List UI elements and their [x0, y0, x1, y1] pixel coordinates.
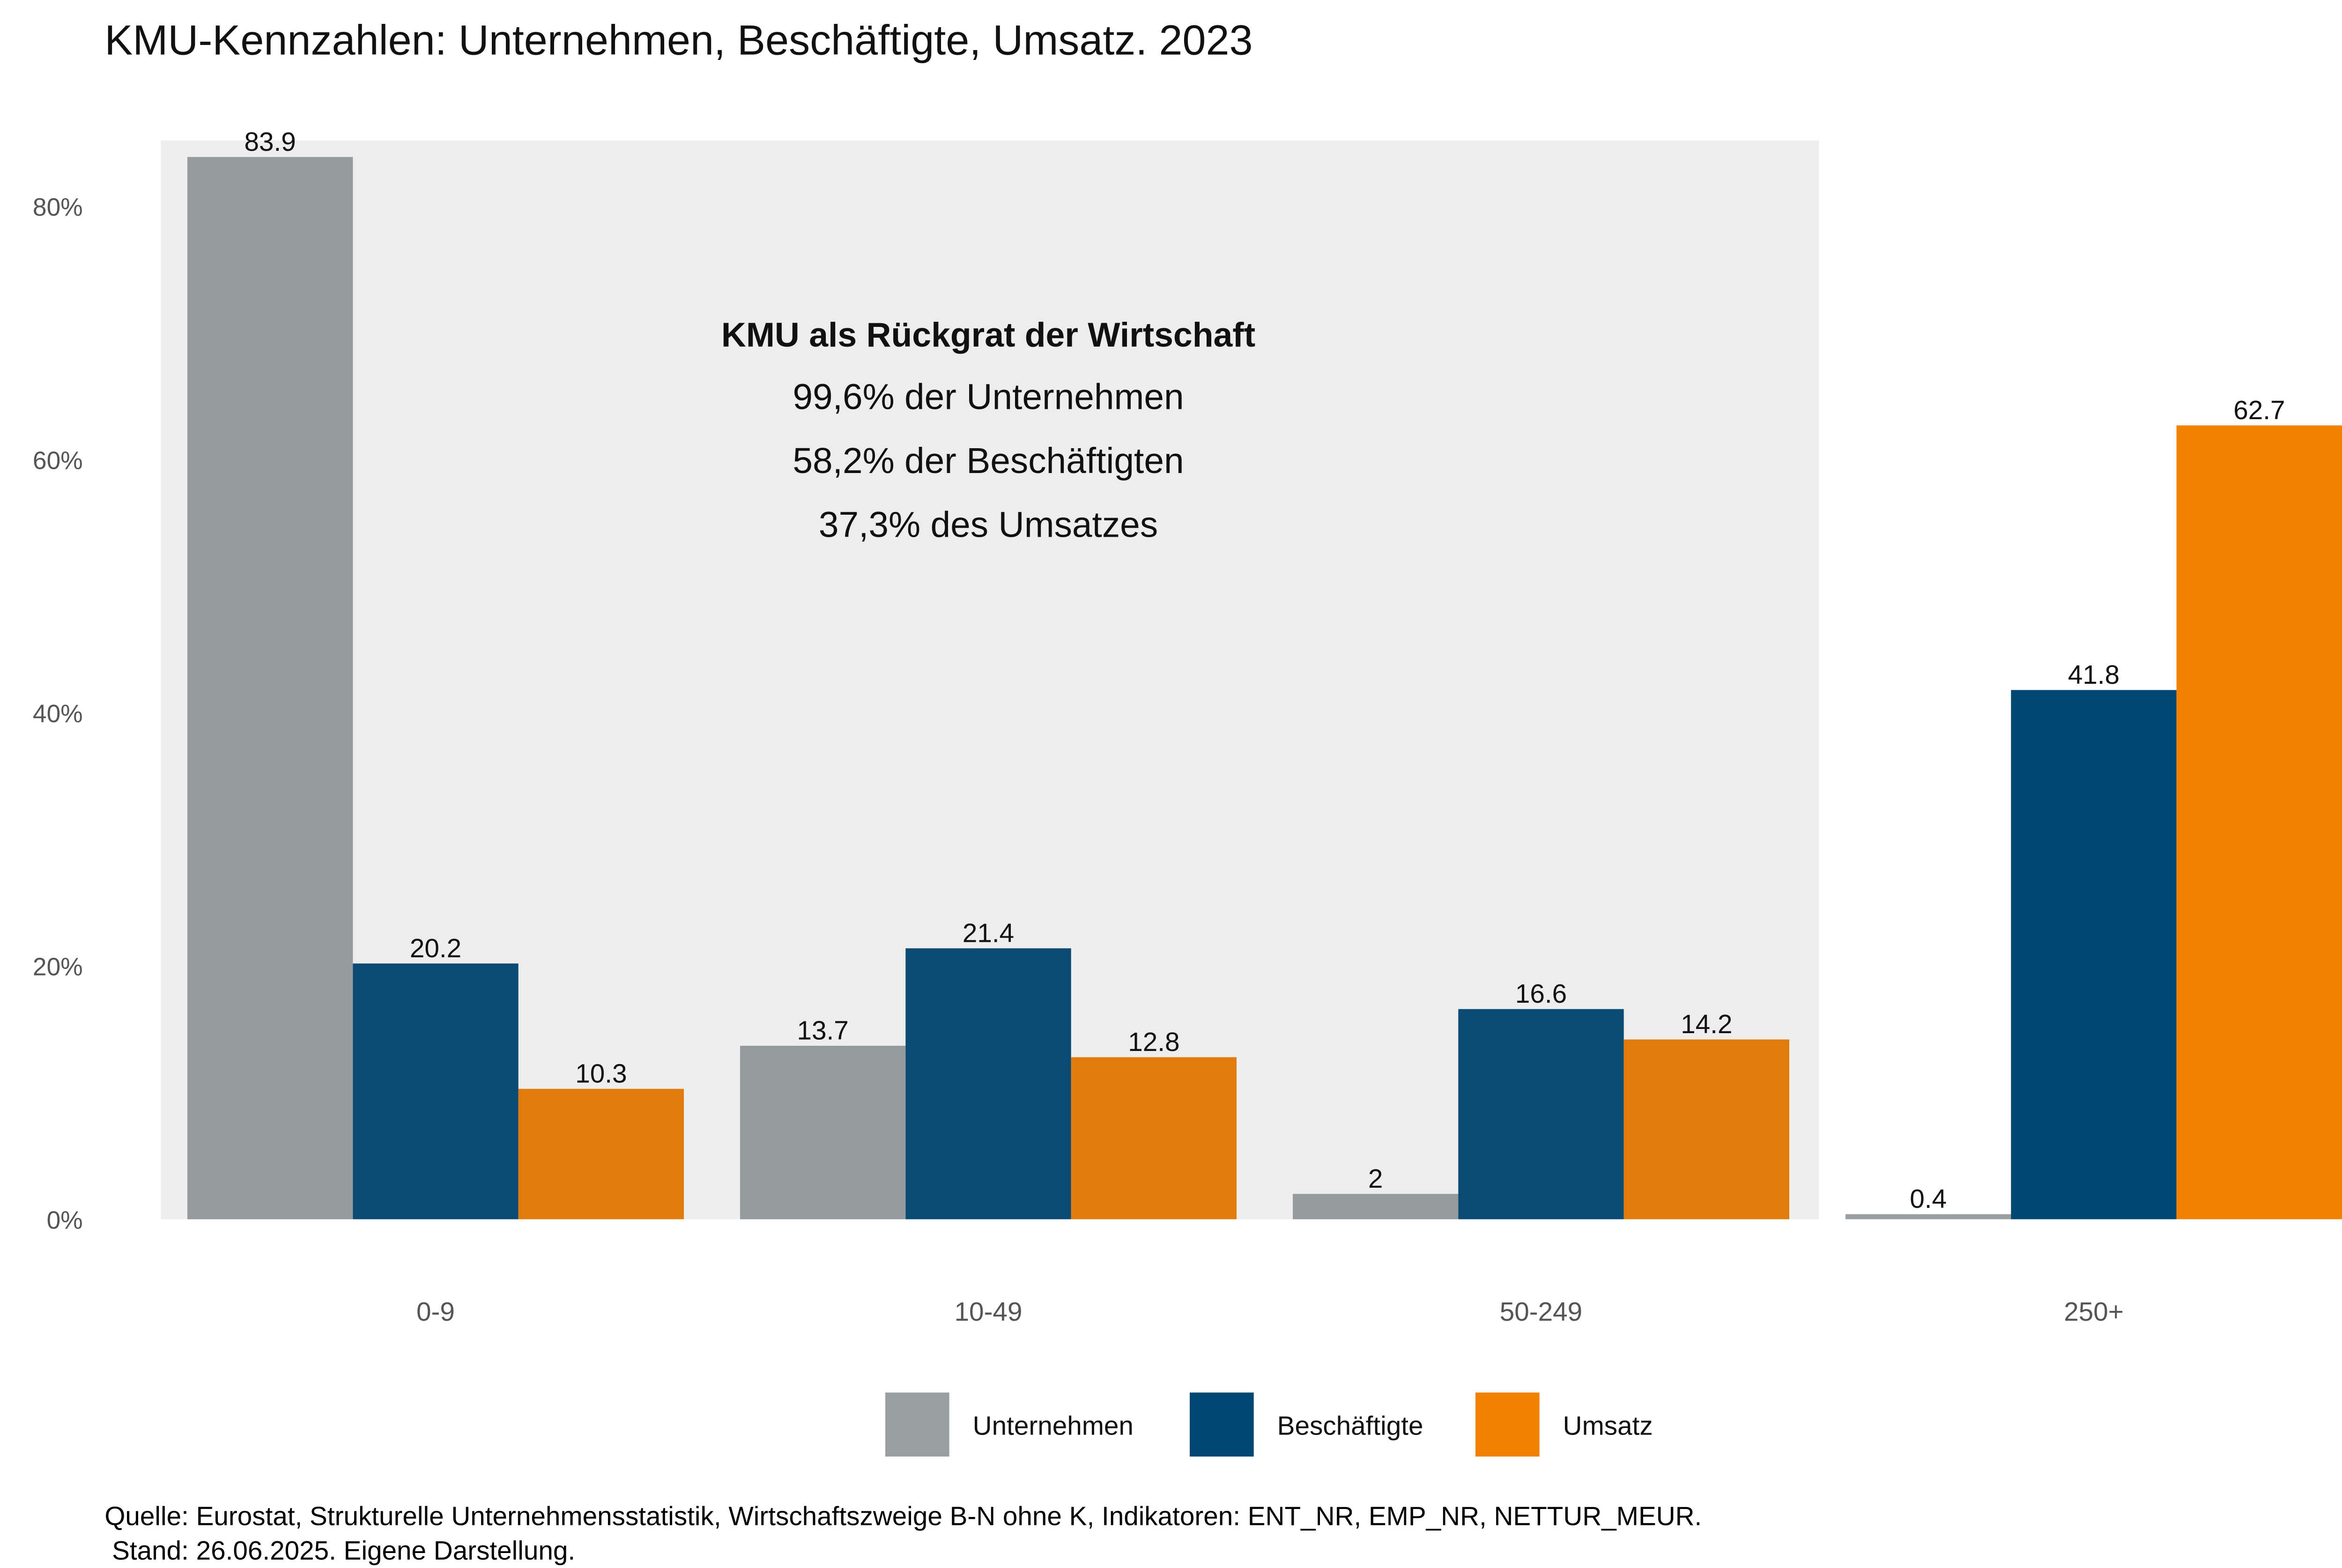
data-label: 20.2 [410, 934, 461, 963]
bar-unternehmen-50-249 [1293, 1194, 1459, 1220]
data-label: 21.4 [963, 918, 1014, 948]
highlight-line-1: 99,6% der Unternehmen [793, 377, 1184, 417]
data-label: 12.8 [1128, 1028, 1179, 1057]
caption-source: Quelle: Eurostat, Strukturelle Unternehm… [104, 1502, 1702, 1531]
y-tick-label: 60% [33, 447, 83, 474]
caption-date: Stand: 26.06.2025. Eigene Darstellung. [104, 1536, 575, 1566]
bar-beschäftigte-0-9 [353, 963, 519, 1220]
bar-umsatz-250+ [2176, 425, 2342, 1220]
data-label: 10.3 [575, 1059, 627, 1089]
x-tick-label: 10-49 [955, 1297, 1023, 1327]
y-tick-label: 20% [33, 954, 83, 981]
highlight-heading: KMU als Rückgrat der Wirtschaft [721, 316, 1255, 354]
data-label: 2 [1368, 1164, 1383, 1194]
highlight-line-3: 37,3% des Umsatzes [819, 505, 1158, 545]
data-label: 13.7 [797, 1016, 849, 1046]
x-tick-label: 50-249 [1500, 1297, 1582, 1327]
data-label: 16.6 [1515, 979, 1567, 1009]
bar-beschäftigte-250+ [2011, 690, 2177, 1220]
highlight-line-2: 58,2% der Beschäftigten [793, 441, 1184, 481]
data-label: 41.8 [2068, 660, 2120, 690]
legend-swatch-umsatz [1475, 1392, 1540, 1457]
x-tick-label: 0-9 [416, 1297, 455, 1327]
bar-unternehmen-0-9 [187, 157, 353, 1220]
legend: Unternehmen Beschäftigte Umsatz [885, 1392, 1653, 1457]
bar-unternehmen-10-49 [740, 1045, 906, 1220]
bar-beschäftigte-50-249 [1458, 1009, 1624, 1220]
chart-title: KMU-Kennzahlen: Unternehmen, Beschäftigt… [104, 17, 1253, 64]
bar-umsatz-10-49 [1071, 1057, 1237, 1220]
legend-label: Unternehmen [973, 1411, 1134, 1441]
legend-swatch-beschäftigte [1190, 1392, 1254, 1457]
bar-umsatz-0-9 [518, 1088, 684, 1220]
bar-umsatz-50-249 [1623, 1039, 1789, 1220]
bar-beschäftigte-10-49 [905, 948, 1071, 1220]
legend-swatch-unternehmen [885, 1392, 949, 1457]
y-tick-label: 40% [33, 700, 83, 728]
legend-label: Beschäftigte [1277, 1411, 1423, 1441]
y-tick-label: 0% [47, 1206, 83, 1234]
data-label: 83.9 [245, 127, 296, 157]
legend-label: Umsatz [1563, 1411, 1653, 1441]
x-tick-label: 250+ [2064, 1297, 2124, 1327]
bar-unternehmen-250+ [1845, 1214, 2011, 1220]
data-label: 0.4 [1910, 1184, 1947, 1214]
y-tick-label: 80% [33, 194, 83, 222]
data-label: 62.7 [2233, 396, 2285, 425]
data-label: 14.2 [1681, 1010, 1732, 1039]
